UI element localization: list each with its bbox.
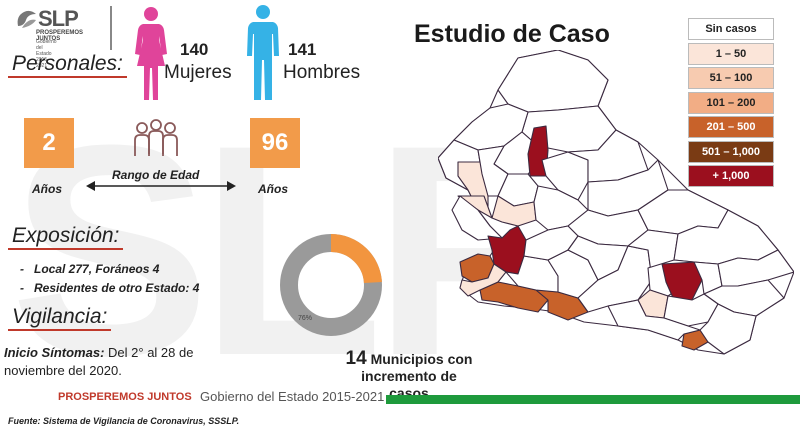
incremento-line1: 14 Municipios con: [345, 348, 473, 369]
women-count: 140: [180, 40, 209, 59]
footer-green-bar: [386, 395, 800, 404]
state-map: [438, 50, 794, 355]
age-min-unit: Años: [32, 182, 62, 196]
map-region: [699, 303, 757, 355]
age-range-label: Rango de Edad: [112, 168, 200, 182]
map-region: [577, 245, 653, 313]
footer-brand: PROSPEREMOS JUNTOS: [58, 391, 192, 403]
vigilancia-text: Inicio Síntomas: Del 2° al 28 de noviemb…: [4, 344, 224, 380]
section-title-personales: Personales:: [8, 52, 127, 78]
logo-emblem-icon: [17, 10, 36, 28]
legend-item: + 1,000: [688, 165, 774, 187]
men-count: 141: [288, 40, 317, 59]
legend-item: 501 – 1,000: [688, 140, 774, 163]
map-region: [497, 50, 609, 113]
exposicion-list: - Local 277, Foráneos 4 - Residentes de …: [20, 260, 199, 298]
legend-item: 101 – 200: [688, 91, 774, 114]
donut-chart: 76%: [280, 234, 382, 336]
map-region: [491, 195, 537, 227]
exposicion-item: - Residentes de otro Estado: 4: [20, 281, 200, 295]
footer-source: Fuente: Sistema de Vigilancia de Coronav…: [8, 416, 240, 426]
inicio-dates: Del 2° al 28 de noviembre del 2020.: [4, 345, 194, 378]
logo-subtitle: Gobierno del Estado 2015-2021: [36, 39, 57, 69]
man-icon: [247, 5, 279, 100]
map-title: Estudio de Caso: [414, 20, 610, 48]
donut-percent-label: 76%: [298, 315, 312, 322]
legend-item: Sin casos: [688, 18, 774, 40]
legend-item: 51 – 100: [688, 67, 774, 89]
inicio-label: Inicio Síntomas:: [4, 345, 105, 360]
map-region: [479, 281, 549, 313]
exposicion-item: - Local 277, Foráneos 4: [20, 262, 160, 276]
logo-text: SLP: [38, 6, 79, 31]
logo-divider: [110, 6, 112, 50]
age-max-unit: Años: [258, 182, 288, 196]
woman-icon: [135, 7, 167, 100]
section-title-vigilancia: Vigilancia:: [8, 305, 112, 331]
legend-item: 201 – 500: [688, 116, 774, 138]
women-label: Mujeres: [164, 62, 232, 83]
people-group-icon: [134, 119, 178, 156]
legend-item: 1 – 50: [688, 42, 774, 65]
age-max-box: 96: [250, 118, 300, 168]
section-title-exposicion: Exposición:: [8, 224, 124, 250]
age-range-arrow: [86, 181, 236, 191]
map-region: [459, 263, 507, 297]
age-min-box: 2: [24, 118, 74, 168]
map-region: [607, 299, 701, 341]
incremento-line2: incremento de: [361, 368, 457, 384]
men-label: Hombres: [283, 62, 361, 83]
footer-gov: Gobierno del Estado 2015-2021: [200, 389, 385, 404]
donut-segment: [280, 234, 382, 336]
logo-tagline: PROSPEREMOS JUNTOS: [36, 30, 84, 42]
